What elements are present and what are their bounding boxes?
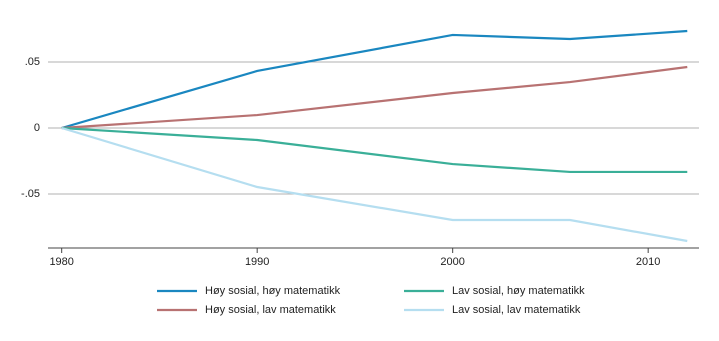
y-tick-label: -.05 <box>21 188 40 200</box>
y-tick-label: 0 <box>34 122 40 134</box>
x-tick-label: 1980 <box>49 256 73 268</box>
legend-label: Høy sosial, høy matematikk <box>205 285 341 297</box>
series-line <box>61 65 688 130</box>
legend-label: Lav sosial, lav matematikk <box>452 304 581 316</box>
x-tick-label: 2010 <box>636 256 660 268</box>
legend-label: Høy sosial, lav matematikk <box>205 304 336 316</box>
y-tick-label: .05 <box>25 56 40 68</box>
series-line <box>61 29 688 130</box>
x-tick-label: 1990 <box>245 256 269 268</box>
x-tick-label: 2000 <box>440 256 464 268</box>
legend-label: Lav sosial, høy matematikk <box>452 285 585 297</box>
series-line <box>61 126 688 243</box>
series-line <box>61 126 688 174</box>
